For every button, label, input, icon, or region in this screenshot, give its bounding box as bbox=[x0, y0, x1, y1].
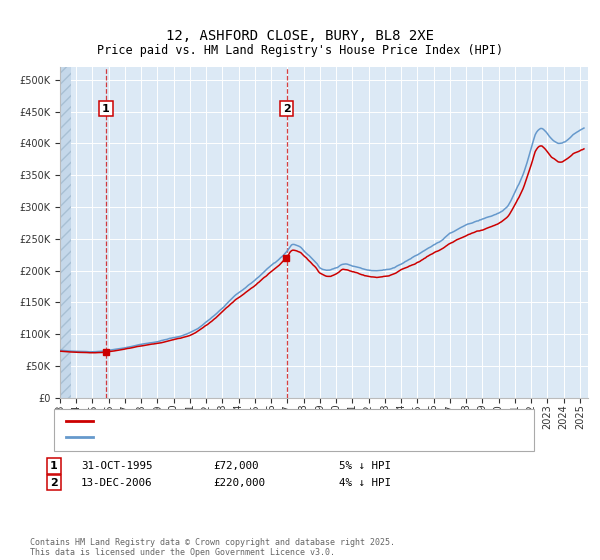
12, ASHFORD CLOSE, BURY, BL8 2XE (detached house) bbox=[533, 146, 540, 153]
Text: £220,000: £220,000 bbox=[213, 478, 265, 488]
Text: £72,000: £72,000 bbox=[213, 461, 259, 471]
Text: 1: 1 bbox=[102, 104, 110, 114]
Bar bbox=[60, 67, 71, 398]
Text: HPI: Average price, detached house, Bury: HPI: Average price, detached house, Bury bbox=[97, 432, 347, 442]
HPI: Average price, detached house, Bury: (2.01e+03, 2.15e+05): Average price, detached house, Bury: (2.… bbox=[311, 258, 318, 264]
Text: 13-DEC-2006: 13-DEC-2006 bbox=[81, 478, 152, 488]
HPI: Average price, detached house, Bury: (1.99e+03, 7.2e+04): Average price, detached house, Bury: (1.… bbox=[86, 348, 94, 355]
12, ASHFORD CLOSE, BURY, BL8 2XE (detached house) bbox=[537, 143, 544, 150]
12, ASHFORD CLOSE, BURY, BL8 2XE (detached house) bbox=[56, 348, 64, 354]
HPI: Average price, detached house, Bury: (2.02e+03, 3.92e+05): Average price, detached house, Bury: (2.… bbox=[527, 145, 535, 152]
12, ASHFORD CLOSE, BURY, BL8 2XE (detached house) bbox=[314, 266, 321, 273]
12, ASHFORD CLOSE, BURY, BL8 2XE (detached house) bbox=[580, 146, 587, 152]
Text: 4% ↓ HPI: 4% ↓ HPI bbox=[339, 478, 391, 488]
HPI: Average price, detached house, Bury: (2.03e+03, 4.24e+05): Average price, detached house, Bury: (2.… bbox=[580, 125, 587, 132]
HPI: Average price, detached house, Bury: (2e+03, 1e+05): Average price, detached house, Bury: (2e… bbox=[184, 330, 191, 337]
HPI: Average price, detached house, Bury: (2.01e+03, 2.34e+05): Average price, detached house, Bury: (2.… bbox=[299, 246, 306, 253]
12, ASHFORD CLOSE, BURY, BL8 2XE (detached house) bbox=[299, 251, 306, 258]
Text: 1: 1 bbox=[50, 461, 58, 471]
Text: 5% ↓ HPI: 5% ↓ HPI bbox=[339, 461, 391, 471]
Text: Contains HM Land Registry data © Crown copyright and database right 2025.
This d: Contains HM Land Registry data © Crown c… bbox=[30, 538, 395, 557]
Line: HPI: Average price, detached house, Bury: HPI: Average price, detached house, Bury bbox=[60, 128, 584, 352]
Text: 2: 2 bbox=[283, 104, 290, 114]
12, ASHFORD CLOSE, BURY, BL8 2XE (detached house) bbox=[311, 263, 318, 269]
Text: 2: 2 bbox=[50, 478, 58, 488]
HPI: Average price, detached house, Bury: (2.01e+03, 2.1e+05): Average price, detached house, Bury: (2.… bbox=[314, 260, 321, 267]
Text: Price paid vs. HM Land Registry's House Price Index (HPI): Price paid vs. HM Land Registry's House … bbox=[97, 44, 503, 57]
Text: 12, ASHFORD CLOSE, BURY, BL8 2XE: 12, ASHFORD CLOSE, BURY, BL8 2XE bbox=[166, 29, 434, 44]
HPI: Average price, detached house, Bury: (1.99e+03, 7.45e+04): Average price, detached house, Bury: (1.… bbox=[56, 347, 64, 353]
12, ASHFORD CLOSE, BURY, BL8 2XE (detached house) bbox=[527, 162, 535, 169]
12, ASHFORD CLOSE, BURY, BL8 2XE (detached house) bbox=[184, 333, 191, 340]
Text: 31-OCT-1995: 31-OCT-1995 bbox=[81, 461, 152, 471]
12, ASHFORD CLOSE, BURY, BL8 2XE (detached house) bbox=[89, 349, 96, 356]
HPI: Average price, detached house, Bury: (2.02e+03, 4.18e+05): Average price, detached house, Bury: (2.… bbox=[533, 129, 540, 136]
Line: 12, ASHFORD CLOSE, BURY, BL8 2XE (detached house): 12, ASHFORD CLOSE, BURY, BL8 2XE (detach… bbox=[60, 146, 584, 353]
Text: 12, ASHFORD CLOSE, BURY, BL8 2XE (detached house): 12, ASHFORD CLOSE, BURY, BL8 2XE (detach… bbox=[97, 416, 403, 426]
